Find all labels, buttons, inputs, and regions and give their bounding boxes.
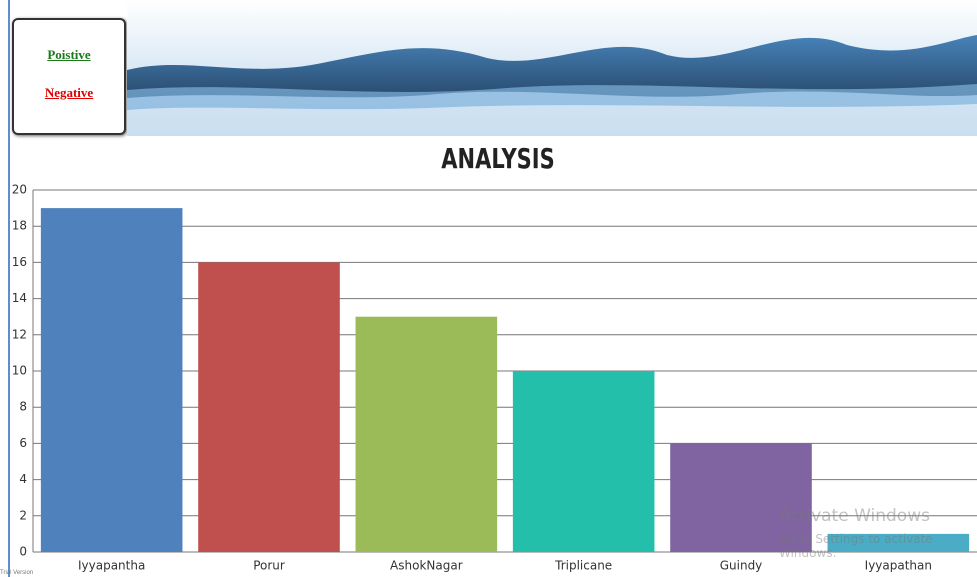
nav-box: Poistive Negative (12, 18, 126, 135)
positive-link[interactable]: Poistive (47, 47, 91, 62)
bar (40, 208, 183, 552)
water-banner (127, 0, 977, 136)
bar (198, 262, 340, 552)
y-tick-label: 20 (12, 183, 27, 197)
chart: ANALYSIS 0 2 4 6 8 10 12 14 16 18 20 Iyyapantha Poru… (12, 142, 977, 573)
x-tick-label: Porur (253, 559, 285, 573)
y-tick-label: 12 (12, 327, 27, 341)
watermark-title: Activate Windows (779, 506, 930, 526)
bar (827, 533, 970, 552)
x-tick-label: Triplicane (554, 559, 612, 573)
bar (355, 316, 498, 552)
bar (670, 443, 812, 552)
y-tick-label: 14 (12, 291, 27, 305)
x-tick-label: Guindy (720, 559, 763, 573)
y-tick-label: 0 (19, 545, 27, 559)
y-tick-label: 16 (12, 255, 27, 269)
chart-title: ANALYSIS (441, 142, 554, 175)
x-tick-label: AshokNagar (390, 559, 463, 573)
bar (512, 371, 655, 552)
watermark-text: Go to Settings to activate Windows. (779, 532, 933, 560)
y-tick-label: 6 (19, 436, 27, 450)
side-border (8, 0, 10, 577)
y-tick-label: 2 (19, 508, 27, 522)
negative-link[interactable]: Negative (44, 85, 94, 100)
y-tick-label: 4 (19, 472, 27, 486)
y-tick-label: 8 (19, 400, 27, 414)
x-tick-label: Iyyapathan (865, 559, 932, 573)
y-tick-label: 10 (12, 364, 27, 378)
x-tick-label: Iyyapantha (78, 559, 145, 573)
y-tick-label: 18 (12, 219, 27, 233)
footer: Trial Version (0, 570, 34, 576)
